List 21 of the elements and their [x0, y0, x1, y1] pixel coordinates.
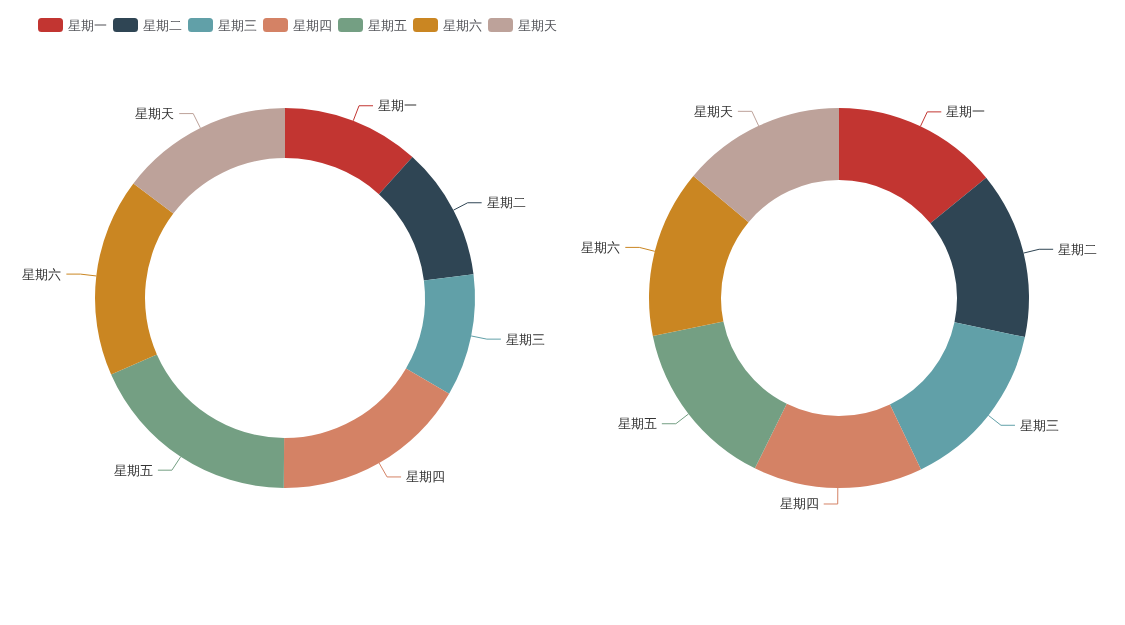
legend-label: 星期一: [68, 17, 107, 33]
slice-label: 星期六: [581, 239, 621, 255]
slice-label: 星期三: [505, 331, 545, 347]
legend-label: 星期五: [368, 17, 407, 33]
slice-label: 星期一: [946, 104, 986, 120]
slice-label: 星期五: [113, 462, 153, 478]
legend-label: 星期六: [443, 17, 482, 33]
legend-label: 星期四: [293, 17, 332, 33]
slice-label: 星期天: [135, 106, 175, 122]
legend-label: 星期二: [143, 17, 182, 33]
slice-label: 星期四: [406, 469, 446, 485]
slice-label: 星期五: [617, 416, 657, 432]
slice-label: 星期二: [486, 195, 526, 211]
legend-label: 星期天: [518, 17, 557, 33]
slice-label: 星期三: [1019, 417, 1059, 433]
slice-label: 星期二: [1058, 241, 1098, 257]
slice-label: 星期一: [378, 98, 418, 114]
slice-label: 星期六: [22, 266, 62, 282]
legend-label: 星期三: [218, 17, 257, 33]
slice-label: 星期四: [779, 496, 819, 512]
slice-label: 星期天: [693, 103, 733, 119]
